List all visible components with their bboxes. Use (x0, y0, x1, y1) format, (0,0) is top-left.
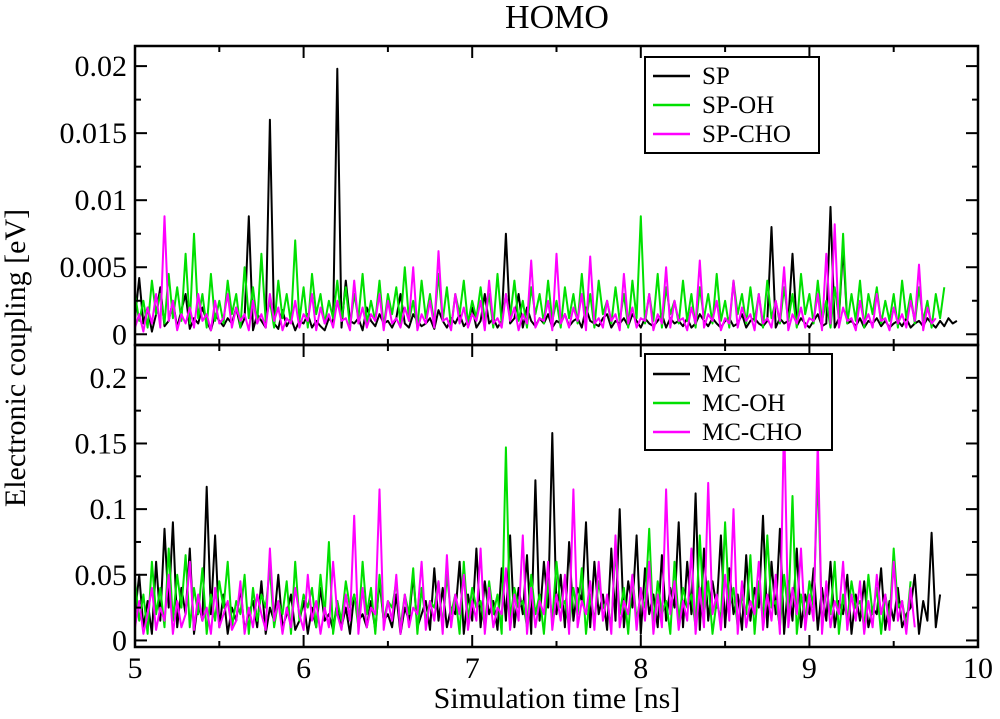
series-line-mc (134, 432, 942, 635)
bottom-series-group (134, 416, 942, 635)
bottom-panel: 0 0.05 0.1 0.15 0.2 MC MC-OH MC-CHO (75, 343, 980, 657)
x-tick-label: 9 (802, 652, 817, 685)
x-tick-label: 5 (128, 652, 143, 685)
legend-sp-cho-label: SP-CHO (702, 121, 791, 148)
x-axis: 5 6 7 8 9 10 (128, 652, 994, 685)
legend-mc-label: MC (702, 361, 741, 388)
top-series-group (134, 67, 958, 333)
bottom-y-tick-label: 0.2 (90, 362, 128, 395)
top-legend: SP SP-OH SP-CHO (644, 56, 820, 154)
x-axis-label: Simulation time [ns] (434, 682, 681, 715)
top-y-tick-label: 0 (112, 318, 127, 351)
bottom-y-tick-label: 0.1 (90, 493, 128, 526)
x-tick-label: 10 (963, 652, 993, 685)
bottom-legend: MC MC-OH MC-CHO (644, 353, 833, 451)
bottom-y-tick-label: 0.05 (75, 559, 128, 592)
legend-mc-cho-label: MC-CHO (702, 419, 802, 446)
x-tick-label: 6 (296, 652, 311, 685)
series-line-sp-cho (134, 215, 937, 333)
bottom-y-axis: 0 0.05 0.1 0.15 0.2 (75, 345, 979, 657)
top-y-tick-label: 0.02 (75, 50, 128, 83)
top-y-tick-label: 0.005 (60, 251, 128, 284)
top-y-tick-label: 0.015 (60, 117, 128, 150)
top-y-axis: 0 0.005 0.01 0.015 0.02 (60, 46, 979, 351)
series-line-mc-cho (134, 416, 916, 635)
legend-mc-oh-label: MC-OH (702, 390, 785, 417)
chart-title: HOMO (505, 0, 609, 36)
top-y-tick-label: 0.01 (75, 184, 128, 217)
y-axis-label: Electronic coupling [eV] (0, 209, 32, 507)
x-tick-label: 8 (633, 652, 648, 685)
bottom-y-tick-label: 0.15 (75, 427, 128, 460)
top-panel: 0 0.005 0.01 0.015 0.02 SP SP-OH SP-CHO (60, 44, 980, 351)
legend-sp-label: SP (702, 63, 730, 90)
bottom-y-tick-label: 0 (112, 624, 127, 657)
legend-sp-oh-label: SP-OH (702, 92, 774, 119)
x-tick-label: 7 (465, 652, 480, 685)
